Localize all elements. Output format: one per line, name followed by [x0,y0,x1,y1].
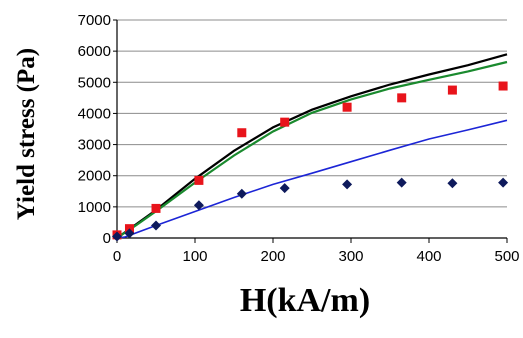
y-tick-label: 3000 [78,137,111,154]
y-tick-label: 6000 [78,43,111,60]
axes [113,19,508,243]
y-tick-label: 5000 [78,74,111,91]
square-marker [342,102,352,112]
square-marker [447,85,457,95]
diamond-marker [193,200,204,211]
diamond-marker [236,188,247,199]
square-marker [151,203,161,213]
square-marker [280,117,290,127]
square-marker [498,81,508,91]
x-tick-label: 500 [494,248,519,265]
x-tick-label: 300 [338,248,363,265]
diamond-marker [396,177,407,188]
y-tick-label: 1000 [78,199,111,216]
y-tick-label: 2000 [78,168,111,185]
diamond-marker [447,178,458,189]
x-axis-label: H(kA/m) [240,282,370,319]
square-marker [237,128,247,138]
diamond-marker [112,231,122,242]
square-marker [397,93,407,103]
square-marker [194,175,204,185]
tick-labels: 0 1000 2000 3000 4000 5000 6000 7000 0 100 200 300 4… [78,12,520,265]
diamond-marker [124,228,135,239]
y-tick-label: 7000 [78,12,111,29]
gridlines [117,19,507,208]
y-axis-label: Yield stress (Pa) [13,48,40,220]
diamond-marker [151,220,161,231]
x-tick-label: 200 [260,248,285,265]
y-tick-label: 4000 [78,105,111,122]
x-tick-label: 0 [113,248,121,265]
diamond-marker [279,183,290,194]
diamond-marker [342,179,353,190]
x-tick-label: 100 [182,248,207,265]
y-tick-label: 0 [103,230,111,247]
x-tick-label: 400 [416,248,441,265]
diamond-marker [498,177,509,188]
data-series [112,53,509,242]
series-line-3 [116,119,508,239]
series-line-2 [116,60,508,239]
